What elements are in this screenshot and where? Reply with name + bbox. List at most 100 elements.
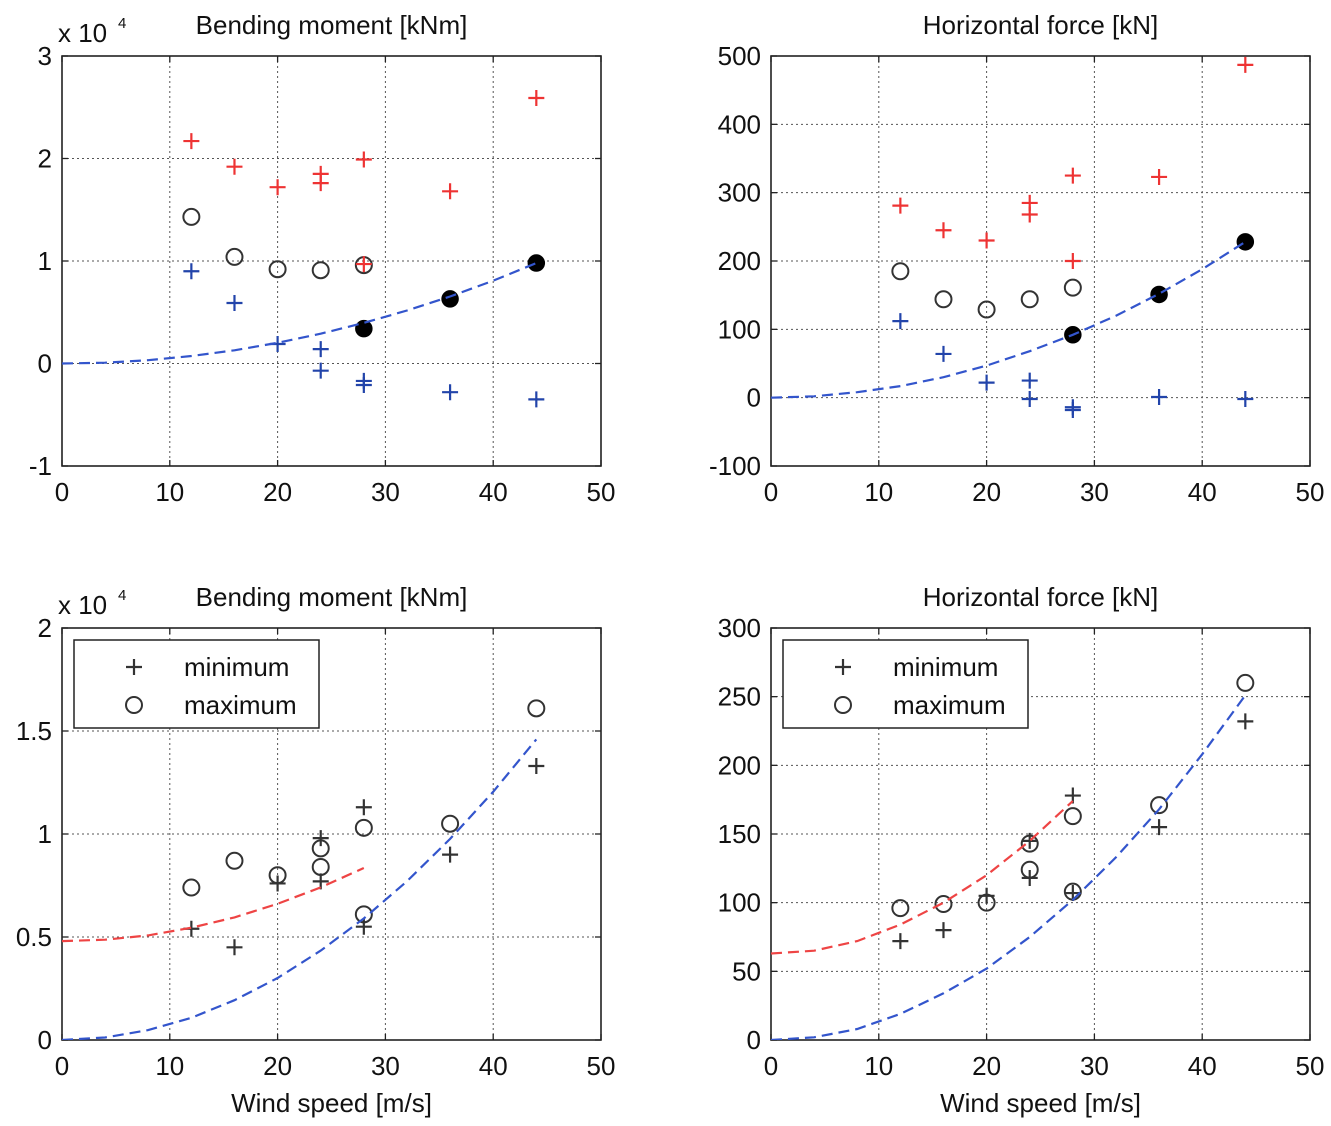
legend-label: maximum xyxy=(184,690,297,720)
data-point-plus xyxy=(269,179,286,196)
fit-curve xyxy=(771,800,1074,955)
y-tick-label: 2 xyxy=(38,144,52,174)
y-tick-label: 500 xyxy=(718,41,761,71)
y-tick-label: 0 xyxy=(747,1025,761,1055)
fit-curve xyxy=(771,240,1246,399)
data-point-plus xyxy=(183,133,200,150)
data-point-circle xyxy=(268,866,287,885)
fit-curve xyxy=(62,262,537,365)
data-point-plus xyxy=(1237,713,1254,730)
data-point-circle xyxy=(891,899,910,918)
data-point-plus xyxy=(442,384,459,401)
data-layer xyxy=(62,90,546,408)
y-tick-label: 1 xyxy=(38,246,52,276)
y-tick-label: 0 xyxy=(38,1025,52,1055)
data-point-dot xyxy=(1150,285,1168,304)
legend-box xyxy=(73,639,320,729)
chart-title: Bending moment [kNm] xyxy=(196,582,468,612)
x-tick-label: 10 xyxy=(864,1051,893,1081)
x-tick-label: 0 xyxy=(55,477,69,507)
data-point-plus xyxy=(312,341,329,358)
data-point-circle xyxy=(977,300,996,319)
data-point-circle xyxy=(182,207,201,226)
x-tick-label: 30 xyxy=(371,1051,400,1081)
chart-title: Bending moment [kNm] xyxy=(196,10,468,40)
data-point-plus xyxy=(1064,253,1081,269)
data-point-dot xyxy=(1236,233,1255,251)
legend-marker-plus xyxy=(835,659,851,675)
data-point-circle xyxy=(311,857,330,876)
data-point-plus xyxy=(355,256,372,273)
data-point-plus xyxy=(1021,372,1038,389)
legend: minimum maximum xyxy=(73,639,320,729)
data-point-circle xyxy=(891,262,910,281)
y-tick-label: 0 xyxy=(38,349,52,379)
y-tick-label: 100 xyxy=(718,314,761,344)
data-point-plus xyxy=(935,922,952,939)
chart-panel-4: 0 10 20 30 40 50 0 50 100 150 200 250 300 Horizontal … xyxy=(718,582,1325,1118)
data-point-circle xyxy=(225,247,244,266)
data-layer xyxy=(62,699,546,1040)
y-tick-label: 150 xyxy=(718,819,761,849)
x-tick-label: 0 xyxy=(764,477,778,507)
data-point-circle xyxy=(977,893,996,912)
data-point-circle xyxy=(311,261,330,280)
data-point-plus xyxy=(1021,391,1038,408)
x-tick-label: 20 xyxy=(263,477,292,507)
legend-marker-plus xyxy=(126,659,142,675)
x-tick-label: 20 xyxy=(972,1051,1001,1081)
data-point-plus xyxy=(1021,206,1038,223)
legend-box xyxy=(782,639,1029,729)
data-point-plus xyxy=(355,151,372,168)
data-point-circle xyxy=(1020,834,1039,853)
legend-marker-circle xyxy=(125,696,143,714)
x-tick-label: 30 xyxy=(371,477,400,507)
y-tick-label: 200 xyxy=(718,750,761,780)
data-point-circle xyxy=(1020,290,1039,309)
data-layer xyxy=(771,673,1255,1040)
x-tick-label: 40 xyxy=(1188,1051,1217,1081)
data-point-dot xyxy=(355,319,373,338)
y-tick-label: 1.5 xyxy=(16,716,52,746)
y-tick-label: 3 xyxy=(38,41,52,71)
y-tick-label: 0 xyxy=(747,383,761,413)
legend: minimum maximum xyxy=(782,639,1029,729)
data-point-circle xyxy=(1150,796,1169,815)
x-tick-label: 50 xyxy=(1296,477,1325,507)
data-point-plus xyxy=(1151,819,1168,836)
data-point-plus xyxy=(1064,401,1081,418)
data-point-plus xyxy=(1064,787,1081,804)
data-point-plus xyxy=(312,175,329,192)
y-tick-label: 50 xyxy=(732,956,761,986)
data-point-circle xyxy=(1236,673,1255,692)
x-tick-label: 40 xyxy=(479,1051,508,1081)
data-point-plus xyxy=(1237,391,1254,408)
x-tick-label: 50 xyxy=(587,1051,616,1081)
x-tick-label: 10 xyxy=(155,477,184,507)
x-tick-label: 0 xyxy=(55,1051,69,1081)
legend-label: minimum xyxy=(893,652,998,682)
x-tick-label: 30 xyxy=(1080,1051,1109,1081)
y-tick-label: -100 xyxy=(709,451,761,481)
data-point-plus xyxy=(528,90,545,107)
chart-title: Horizontal force [kN] xyxy=(923,582,1159,612)
fit-curve xyxy=(771,694,1247,1040)
legend-label: minimum xyxy=(184,652,289,682)
data-point-plus xyxy=(892,313,909,330)
data-point-plus xyxy=(355,377,372,394)
y-tick-label: -1 xyxy=(29,451,52,481)
data-point-plus xyxy=(528,391,545,408)
data-point-circle xyxy=(1063,807,1082,826)
data-point-circle xyxy=(182,878,201,897)
y-tick-label: 300 xyxy=(718,613,761,643)
data-point-circle xyxy=(934,895,953,914)
data-point-plus xyxy=(892,197,909,214)
data-point-circle xyxy=(1020,860,1039,879)
x-tick-label: 40 xyxy=(479,477,508,507)
data-point-plus xyxy=(978,232,995,249)
data-point-plus xyxy=(312,873,329,890)
data-point-plus xyxy=(1151,388,1168,405)
data-point-circle xyxy=(268,260,287,279)
